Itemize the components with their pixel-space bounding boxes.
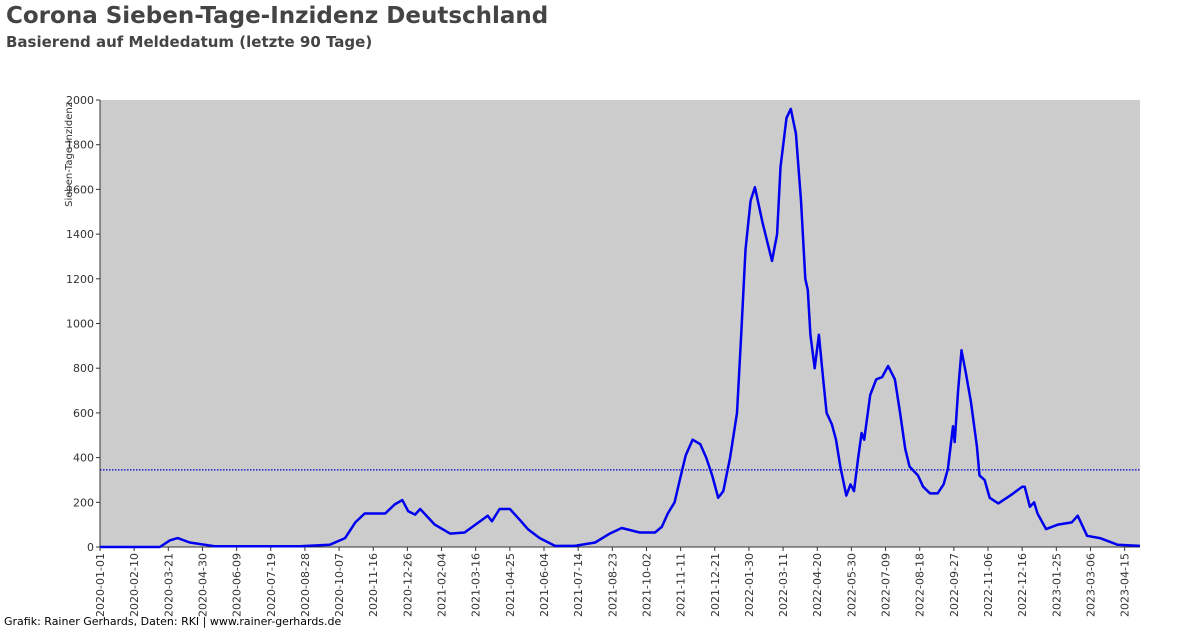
y-tick-label: 2000 — [66, 94, 94, 107]
y-tick-label: 0 — [87, 541, 94, 554]
x-tick-label: 2020-07-19 — [265, 553, 278, 617]
x-tick-label: 2020-10-07 — [333, 553, 346, 617]
x-tick-label: 2021-12-21 — [709, 553, 722, 617]
x-tick-label: 2020-02-10 — [128, 553, 141, 617]
chart-subtitle: Basierend auf Meldedatum (letzte 90 Tage… — [6, 33, 372, 51]
x-tick-label: 2021-08-23 — [606, 553, 619, 617]
y-tick-label: 200 — [73, 496, 94, 509]
x-tick-label: 2023-03-06 — [1084, 553, 1097, 617]
x-tick-label: 2020-03-21 — [162, 553, 175, 617]
x-tick-label: 2020-04-30 — [196, 553, 209, 617]
y-tick-label: 1600 — [66, 183, 94, 196]
y-tick-label: 600 — [73, 407, 94, 420]
x-tick-label: 2020-06-09 — [231, 553, 244, 617]
x-tick-label: 2023-04-15 — [1119, 553, 1132, 617]
x-tick-label: 2023-01-25 — [1050, 553, 1063, 617]
y-tick-label: 1200 — [66, 273, 94, 286]
x-tick-label: 2022-12-16 — [1016, 553, 1029, 617]
x-tick-label: 2021-11-11 — [675, 553, 688, 617]
y-tick-label: 1800 — [66, 139, 94, 152]
footer: Grafik: Rainer Gerhards, Daten: RKI | ww… — [4, 615, 342, 628]
x-tick-label: 2021-07-14 — [572, 553, 585, 617]
x-tick-label: 2022-03-11 — [777, 553, 790, 617]
x-tick-label: 2020-12-26 — [401, 553, 414, 617]
x-tick-label: 2021-10-02 — [640, 553, 653, 617]
x-tick-label: 2021-02-04 — [436, 553, 449, 617]
y-tick-label: 400 — [73, 452, 94, 465]
y-tick-label: 1000 — [66, 318, 94, 331]
x-tick-label: 2021-06-04 — [538, 553, 551, 617]
x-tick-label: 2020-08-28 — [299, 553, 312, 617]
y-tick-label: 800 — [73, 362, 94, 375]
x-tick-label: 2022-09-27 — [948, 553, 961, 617]
x-tick-label: 2022-01-30 — [743, 553, 756, 617]
x-tick-label: 2022-04-20 — [811, 553, 824, 617]
plot-background — [100, 100, 1140, 547]
data-line — [100, 107, 1141, 549]
chart-title: Corona Sieben-Tage-Inzidenz Deutschland — [6, 3, 548, 29]
x-tick-label: 2022-05-30 — [845, 553, 858, 617]
x-tick-label: 2020-01-01 — [94, 553, 107, 617]
y-axis-label: Sieben-Tage-Inzidenz — [64, 102, 75, 207]
y-tick-label: 1400 — [66, 228, 94, 241]
x-tick-label: 2022-11-06 — [982, 553, 995, 617]
x-tick-label: 2020-11-16 — [367, 553, 380, 617]
x-tick-label: 2022-08-18 — [914, 553, 927, 617]
x-tick-label: 2021-03-16 — [470, 553, 483, 617]
x-tick-label: 2021-04-25 — [504, 553, 517, 617]
x-tick-label: 2022-07-09 — [880, 553, 893, 617]
